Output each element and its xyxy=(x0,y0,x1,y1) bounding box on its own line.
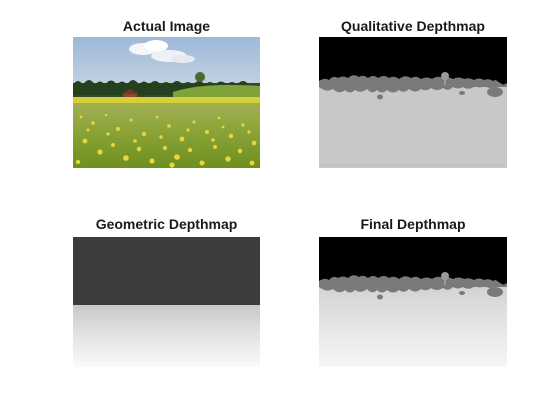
qualitative-depthmap-image xyxy=(319,37,507,168)
panel-title-qualitative-depthmap: Qualitative Depthmap xyxy=(341,18,485,34)
panel-geometric-depthmap: Geometric Depthmap xyxy=(73,210,260,370)
panel-title-geometric-depthmap: Geometric Depthmap xyxy=(95,216,238,232)
panel-final-depthmap: Final Depthmap xyxy=(319,210,507,370)
panel-qualitative-depthmap: Qualitative Depthmap xyxy=(319,10,507,170)
geometric-depthmap-image xyxy=(73,237,260,367)
final-depthmap-image xyxy=(319,237,507,367)
actual-image-photo xyxy=(73,37,260,168)
panel-actual-image: Actual Image xyxy=(73,10,260,170)
panel-title-final-depthmap: Final Depthmap xyxy=(360,216,466,232)
panel-title-actual-image: Actual Image xyxy=(122,18,211,34)
